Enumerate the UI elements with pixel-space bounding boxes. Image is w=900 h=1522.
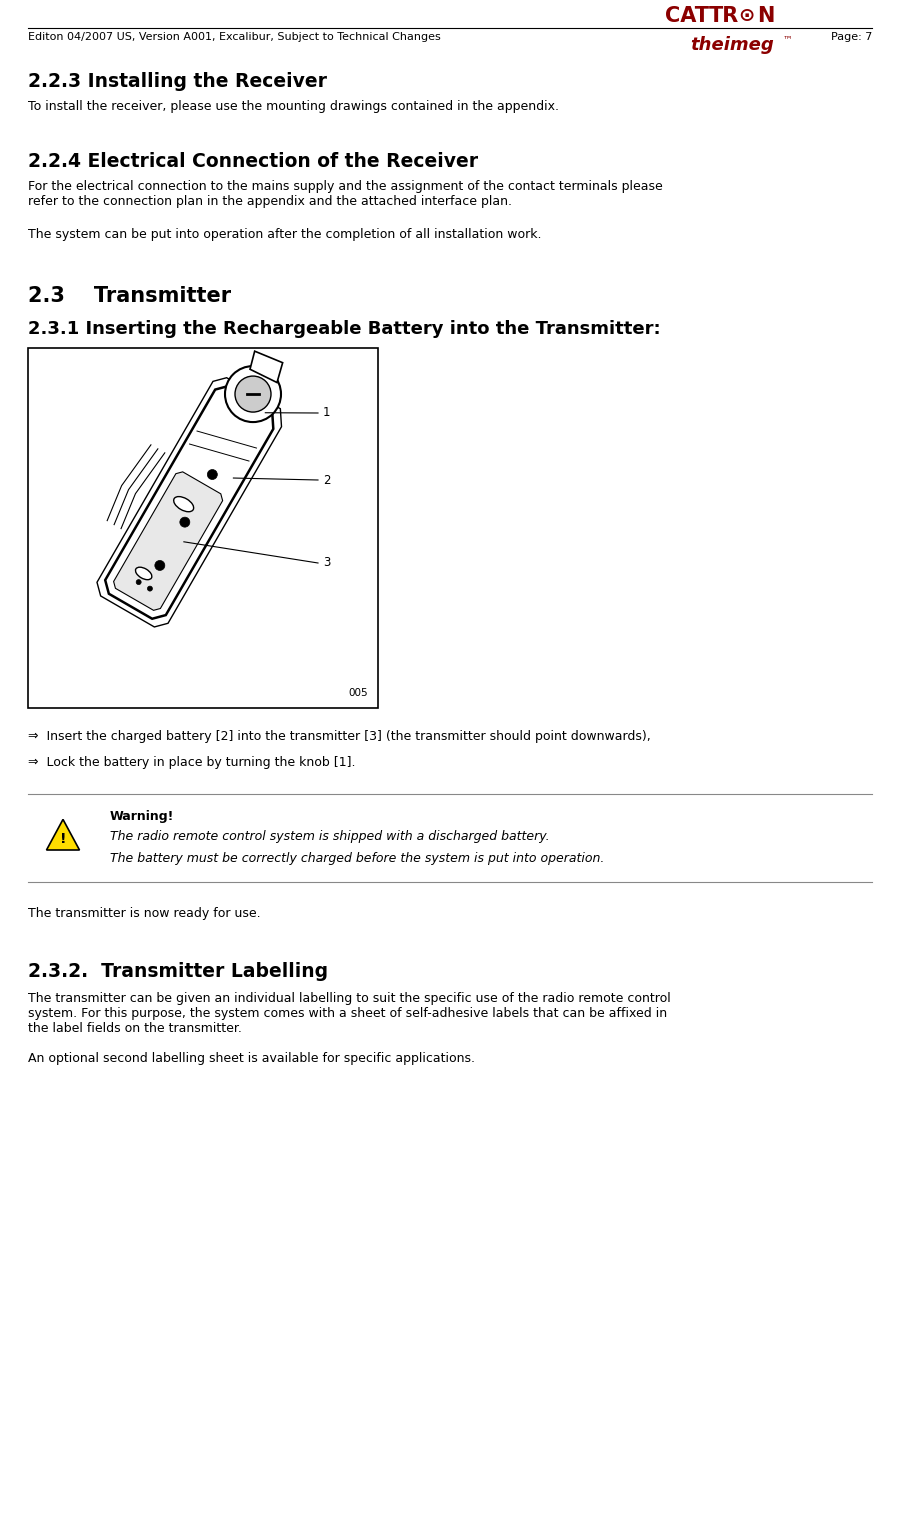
Text: 2.2.3 Installing the Receiver: 2.2.3 Installing the Receiver (28, 72, 327, 91)
Circle shape (225, 367, 281, 422)
Text: 2: 2 (323, 473, 330, 487)
Circle shape (136, 580, 141, 584)
Text: 2.3    Transmitter: 2.3 Transmitter (28, 286, 231, 306)
Polygon shape (47, 819, 79, 849)
Text: Warning!: Warning! (110, 810, 175, 823)
Text: 2.3.1 Inserting the Rechargeable Battery into the Transmitter:: 2.3.1 Inserting the Rechargeable Battery… (28, 320, 661, 338)
Text: For the electrical connection to the mains supply and the assignment of the cont: For the electrical connection to the mai… (28, 180, 662, 209)
Text: 1: 1 (323, 406, 330, 420)
Ellipse shape (136, 568, 152, 580)
Text: The system can be put into operation after the completion of all installation wo: The system can be put into operation aft… (28, 228, 542, 240)
Circle shape (155, 560, 165, 571)
Bar (28, 349, 378, 708)
Text: 005: 005 (348, 688, 368, 699)
Text: An optional second labelling sheet is available for specific applications.: An optional second labelling sheet is av… (28, 1052, 475, 1065)
Text: ⇒  Insert the charged battery [2] into the transmitter [3] (the transmitter shou: ⇒ Insert the charged battery [2] into th… (28, 731, 651, 743)
Circle shape (148, 586, 152, 591)
Ellipse shape (174, 496, 194, 511)
Text: ⇒  Lock the battery in place by turning the knob [1].: ⇒ Lock the battery in place by turning t… (28, 756, 355, 769)
Text: The transmitter is now ready for use.: The transmitter is now ready for use. (28, 907, 261, 919)
Polygon shape (105, 387, 274, 619)
Circle shape (207, 469, 217, 479)
Text: 3: 3 (323, 557, 330, 569)
Polygon shape (113, 472, 222, 610)
Text: The transmitter can be given an individual labelling to suit the specific use of: The transmitter can be given an individu… (28, 992, 670, 1035)
Polygon shape (250, 352, 283, 382)
Text: 2.3.2.  Transmitter Labelling: 2.3.2. Transmitter Labelling (28, 962, 328, 982)
Text: CAT: CAT (665, 6, 709, 26)
Text: ⊙: ⊙ (738, 6, 754, 24)
Text: TR: TR (709, 6, 739, 26)
Text: Page: 7: Page: 7 (831, 32, 872, 43)
Text: theimeg: theimeg (690, 37, 774, 53)
Text: 2.2.4 Electrical Connection of the Receiver: 2.2.4 Electrical Connection of the Recei… (28, 152, 478, 170)
Text: Editon 04/2007 US, Version A001, Excalibur, Subject to Technical Changes: Editon 04/2007 US, Version A001, Excalib… (28, 32, 441, 43)
Text: To install the receiver, please use the mounting drawings contained in the appen: To install the receiver, please use the … (28, 100, 559, 113)
Circle shape (235, 376, 271, 412)
Circle shape (180, 517, 190, 527)
Text: N: N (757, 6, 774, 26)
Text: ™: ™ (783, 33, 793, 44)
Text: The battery must be correctly charged before the system is put into operation.: The battery must be correctly charged be… (110, 852, 605, 864)
Text: The radio rem​ote control system is shipped with a discharged battery.: The radio rem​ote control system is ship… (110, 829, 550, 843)
Text: !: ! (59, 833, 67, 846)
